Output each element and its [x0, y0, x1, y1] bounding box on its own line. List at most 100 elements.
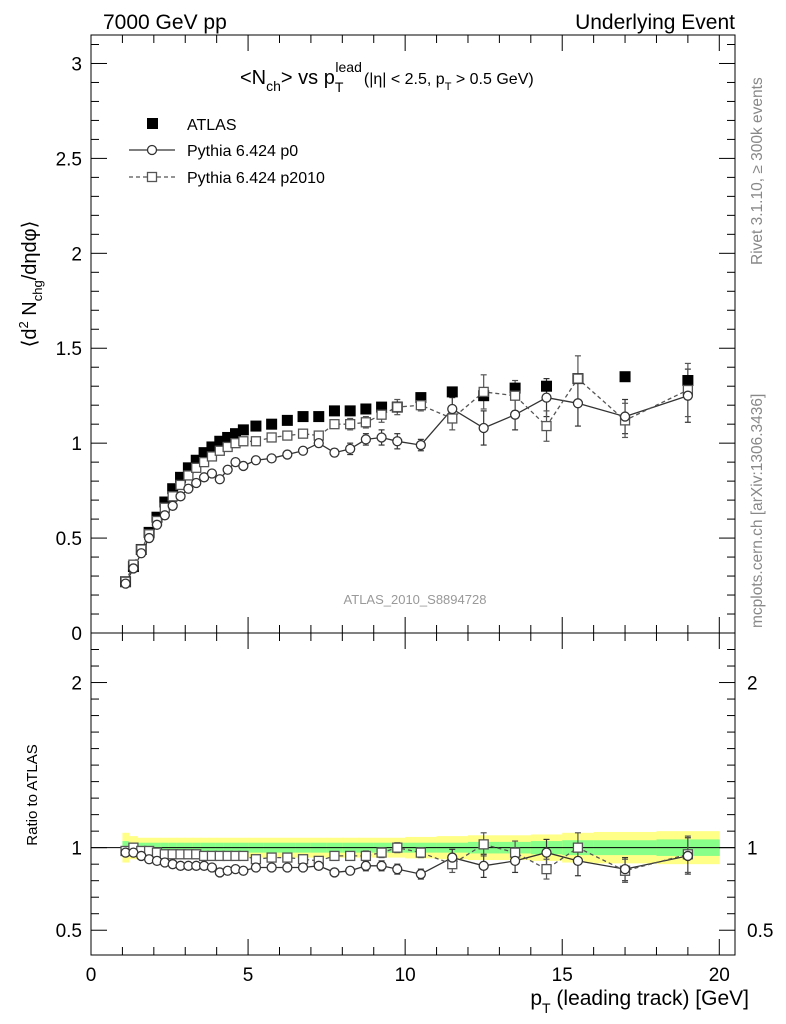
data-point-atlas [237, 424, 249, 436]
data-point-p0 [313, 438, 324, 449]
main-y-tick-label: 1.5 [56, 339, 82, 360]
ratio-marks [120, 832, 694, 883]
ratio-point-p0 [415, 868, 427, 880]
xlabel-b: (leading track) [GeV] [551, 987, 749, 1010]
data-point-p2010 [478, 386, 489, 398]
data-point-p2010 [572, 373, 584, 384]
ratio-point-p0 [376, 860, 387, 871]
data-point-p2010 [392, 401, 403, 413]
data-point-p2010 [282, 430, 293, 441]
data-point-p2010 [415, 400, 427, 411]
ratio-point-p2010 [572, 842, 584, 853]
data-point-p0 [345, 443, 356, 455]
data-point-p2010 [329, 419, 340, 430]
ratio-point-p2010 [266, 852, 277, 863]
data-point-atlas [214, 435, 226, 447]
data-point-p0 [136, 548, 147, 559]
ratio-point-p0 [478, 860, 489, 871]
ratio-point-p0 [682, 850, 694, 862]
x-tick-label: 20 [709, 965, 730, 986]
ratio-point-p0 [619, 863, 631, 875]
data-point-p0 [509, 409, 521, 420]
data-point-p2010 [191, 462, 202, 473]
data-point-p2010 [376, 409, 387, 420]
chart-title: <Nch> vs pTlead(|η| < 2.5, pT > 0.5 GeV) [240, 59, 534, 95]
ratio-point-p0 [250, 862, 262, 873]
data-point-atlas [328, 405, 340, 417]
data-point-p2010 [183, 470, 194, 481]
data-point-p0 [175, 491, 186, 502]
data-point-atlas [167, 483, 179, 495]
ylabel-b-sub: chg [30, 280, 45, 301]
main-y-tick-label: 0 [71, 624, 82, 645]
data-point-atlas [281, 414, 293, 426]
data-point-atlas [175, 471, 187, 483]
ratio-point-p2010 [345, 850, 356, 862]
ratio-point-p0 [509, 855, 521, 867]
title-cuts-end: > 0.5 GeV) [451, 71, 533, 88]
ratio-point-p2010 [541, 863, 552, 875]
ratio-point-p2010 [415, 847, 427, 858]
analysis-label: ATLAS_2010_S8894728 [344, 592, 487, 607]
data-point-atlas [297, 411, 309, 423]
ratio-point-p2010 [376, 847, 387, 858]
data-point-p0 [447, 403, 458, 415]
x-tick-label: 15 [552, 965, 573, 986]
data-point-atlas [230, 428, 242, 440]
data-point-p0 [167, 500, 178, 511]
ratio-y-tick-label: 0.5 [56, 921, 82, 942]
data-point-p2010 [509, 390, 521, 401]
data-point-p2010 [266, 432, 277, 443]
data-point-p0 [282, 449, 293, 460]
ratio-point-p0 [345, 865, 356, 876]
data-point-p0 [415, 439, 427, 451]
legend-marker-p2010 [146, 171, 158, 183]
data-point-p0 [572, 398, 584, 409]
title-main: <N [240, 67, 266, 89]
data-point-p2010 [250, 436, 262, 447]
data-point-p0 [297, 445, 309, 456]
data-point-p2010 [360, 417, 372, 428]
legend: ATLAS Pythia 6.424 p0 Pythia 6.424 p2010 [129, 117, 325, 187]
legend-label-p2010: Pythia 6.424 p2010 [187, 170, 325, 187]
data-point-atlas [541, 380, 553, 392]
data-point-atlas [266, 418, 278, 430]
data-point-p2010 [345, 419, 356, 430]
ratio-axes: 0.5 0.51 12 20 5 10 15 20 [56, 633, 773, 986]
data-point-p0 [238, 460, 249, 472]
data-point-p2010 [447, 413, 458, 424]
main-marks [120, 355, 694, 589]
data-point-atlas [415, 392, 427, 404]
data-point-p0 [682, 390, 694, 401]
data-point-atlas [344, 405, 356, 417]
ratio-point-p0 [360, 860, 372, 871]
legend-label-p0: Pythia 6.424 p0 [187, 143, 298, 160]
ratio-point-p0 [392, 863, 403, 875]
data-point-p2010 [238, 436, 249, 447]
main-y-label: ⟨d2 Nchg/dηdφ⟩ [16, 221, 45, 348]
data-point-p0 [183, 483, 194, 494]
series-line-p2010 [125, 377, 689, 582]
ylabel-a: ⟨d [19, 328, 41, 347]
data-point-p0 [222, 464, 233, 475]
data-point-atlas [360, 403, 372, 415]
ratio-y-tick-label-right: 2 [747, 674, 758, 695]
ratio-point-p2010 [282, 852, 293, 863]
data-point-p0 [360, 434, 372, 445]
header-right: Underlying Event [575, 11, 735, 34]
ratio-point-p0 [572, 855, 584, 867]
title-vs-sub: T [335, 79, 344, 95]
data-point-p2010 [198, 456, 210, 468]
data-point-atlas [446, 386, 458, 398]
title-main-sub: ch [266, 78, 281, 94]
data-point-atlas [159, 496, 171, 508]
series-line-p0 [125, 395, 689, 584]
mcplots-label: mcplots.cern.ch [arXiv:1306.3436] [749, 394, 766, 628]
data-point-atlas [682, 375, 694, 387]
x-tick-label: 10 [395, 965, 416, 986]
ratio-y-tick-label: 1 [71, 839, 82, 860]
ratio-point-p0 [313, 860, 324, 871]
data-point-p0 [619, 411, 631, 422]
data-point-atlas [250, 420, 262, 432]
